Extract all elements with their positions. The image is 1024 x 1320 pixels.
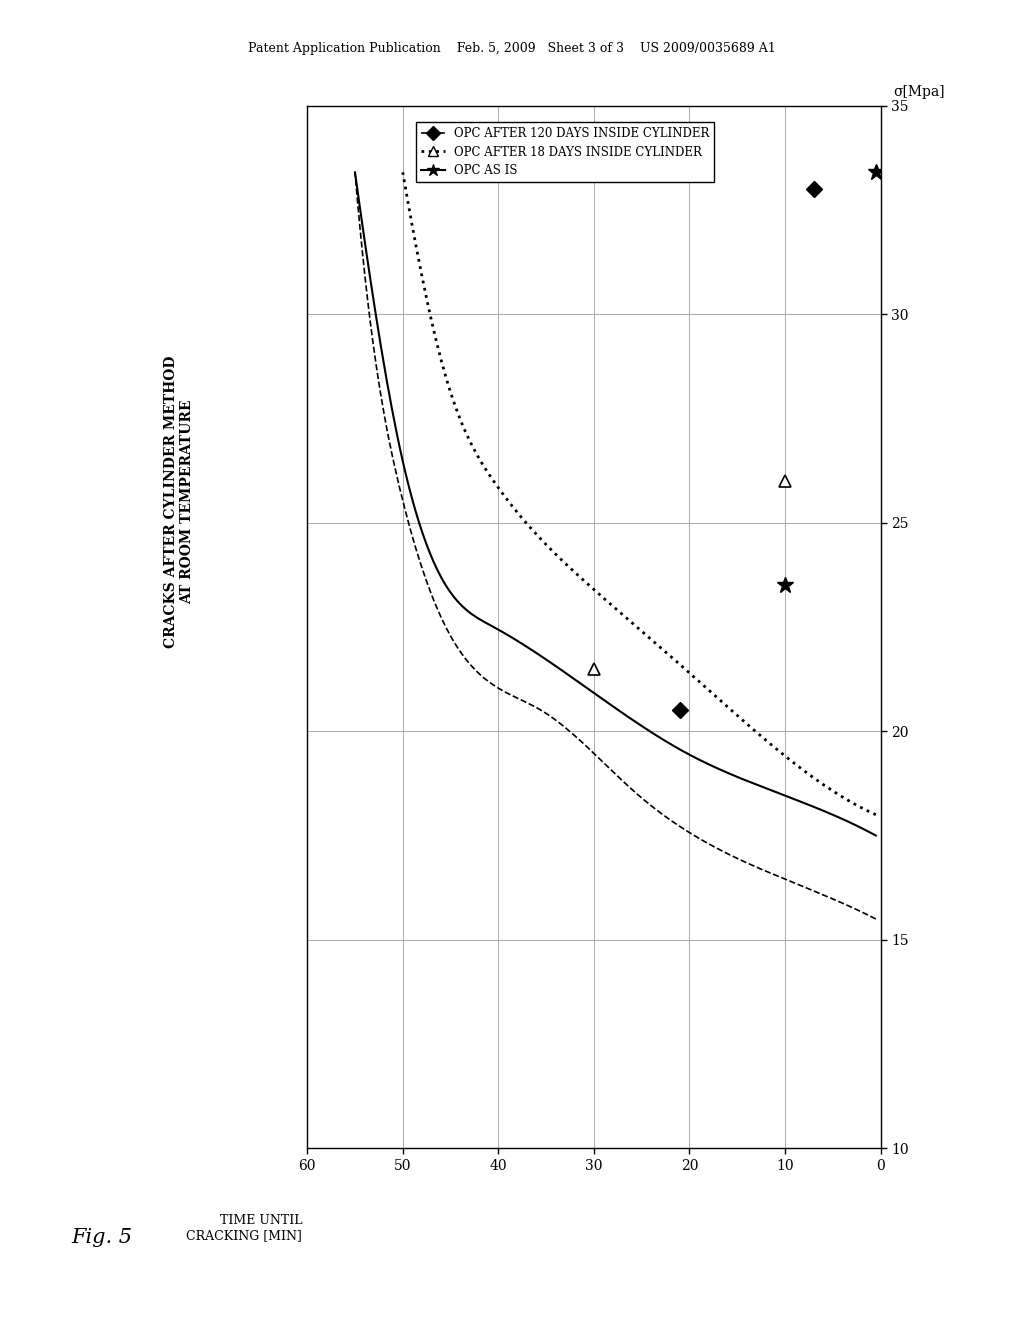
Text: Patent Application Publication    Feb. 5, 2009   Sheet 3 of 3    US 2009/0035689: Patent Application Publication Feb. 5, 2… [248,42,776,55]
Text: σ[Mpa]: σ[Mpa] [893,84,944,99]
Text: CRACKS AFTER CYLINDER METHOD
AT ROOM TEMPERATURE: CRACKS AFTER CYLINDER METHOD AT ROOM TEM… [164,355,195,648]
Legend: OPC AFTER 120 DAYS INSIDE CYLINDER, OPC AFTER 18 DAYS INSIDE CYLINDER, OPC AS IS: OPC AFTER 120 DAYS INSIDE CYLINDER, OPC … [417,121,714,182]
Text: TIME UNTIL
CRACKING [MIN]: TIME UNTIL CRACKING [MIN] [186,1214,302,1242]
Text: Fig. 5: Fig. 5 [72,1229,133,1247]
